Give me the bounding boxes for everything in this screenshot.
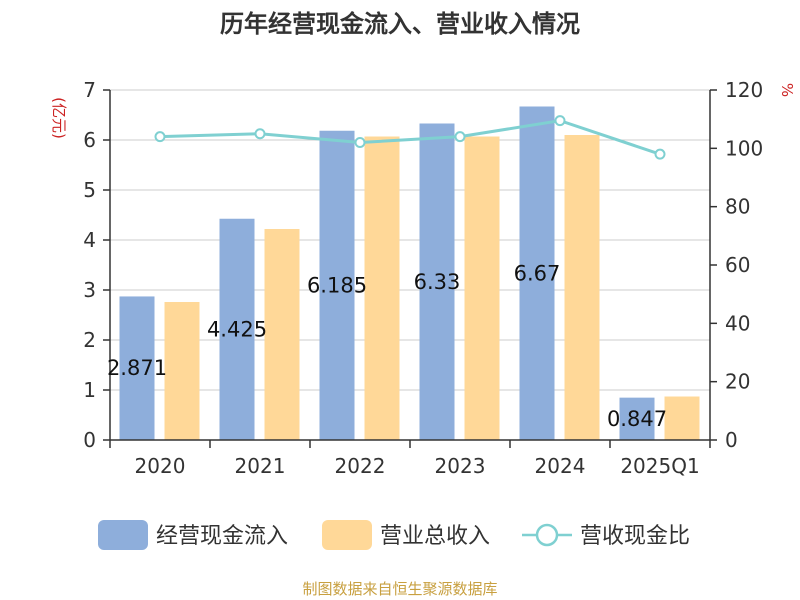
bar-revenue (364, 136, 400, 440)
y-left-tick-label: 2 (83, 328, 96, 352)
y-right-tick-label: 120 (725, 78, 763, 102)
data-labels-group: 2.871 4.425 6.185 6.33 6.67 0.847 (107, 261, 667, 431)
bar-revenue (664, 396, 700, 440)
ratio-point (454, 131, 466, 143)
y-left-tick-label: 4 (83, 228, 96, 252)
legend-label: 营收现金比 (580, 524, 690, 549)
ratio-line (159, 119, 661, 156)
y-left-tick-label: 6 (83, 128, 96, 152)
x-tick-label: 2024 (535, 454, 586, 478)
y-left-tick-label: 3 (83, 278, 96, 302)
bar-revenue (164, 302, 200, 440)
ratio-line-group (154, 115, 666, 160)
legend-swatch (98, 520, 148, 550)
x-tick-label: 2022 (335, 454, 386, 478)
bar-revenue (564, 135, 600, 440)
source-note: 制图数据来自恒生聚源数据库 (302, 580, 497, 598)
x-tick-label: 2020 (135, 454, 186, 478)
legend-label: 营业总收入 (380, 524, 490, 549)
y-right-tick-label: 40 (725, 311, 750, 335)
y-right-tick-label: 80 (725, 195, 750, 219)
y-right-tick-label: 60 (725, 253, 750, 277)
y-left-tick-label: 1 (83, 378, 96, 402)
bar-cash-inflow (619, 397, 655, 440)
bars-group (119, 106, 700, 440)
data-label: 0.847 (607, 407, 667, 431)
data-label: 6.67 (514, 261, 561, 285)
legend: 经营现金流入 营业总收入 营收现金比 (98, 520, 690, 550)
data-label: 2.871 (107, 356, 167, 380)
bar-cash-inflow (119, 296, 155, 440)
y-right-tick-label: 100 (725, 136, 763, 160)
bar-cash-inflow (419, 123, 455, 440)
ratio-point (154, 131, 166, 143)
data-label: 6.33 (414, 270, 461, 294)
y-left-tick-label: 0 (83, 428, 96, 452)
legend-swatch (322, 520, 372, 550)
ratio-point (654, 148, 666, 160)
bar-cash-inflow (319, 130, 355, 440)
y-axis-right-label: % (778, 83, 796, 97)
bar-cash-inflow (219, 218, 255, 440)
legend-label: 经营现金流入 (156, 524, 288, 549)
ratio-point (254, 128, 266, 140)
x-tick-label: 2021 (235, 454, 286, 478)
data-label: 6.185 (307, 273, 367, 297)
y-right-tick-label: 0 (725, 428, 738, 452)
ratio-point (554, 115, 566, 127)
x-tick-label: 2025Q1 (620, 454, 699, 478)
axes-group: 0 1 2 3 4 5 6 7 0 20 40 60 80 100 120 2020 2021 2022 2023 2… (83, 78, 763, 478)
y-left-tick-label: 7 (83, 78, 96, 102)
y-left-tick-label: 5 (83, 178, 96, 202)
bar-cash-inflow (519, 106, 555, 440)
ratio-point (354, 137, 366, 148)
x-tick-label: 2023 (435, 454, 486, 478)
data-label: 4.425 (207, 317, 267, 341)
bar-revenue (464, 136, 500, 440)
bar-revenue (264, 229, 300, 440)
legend-swatch-marker (535, 523, 559, 547)
y-axis-left-label: (亿元) (50, 97, 68, 139)
y-right-tick-label: 20 (725, 370, 750, 394)
chart-title: 历年经营现金流入、营业收入情况 (220, 10, 580, 38)
